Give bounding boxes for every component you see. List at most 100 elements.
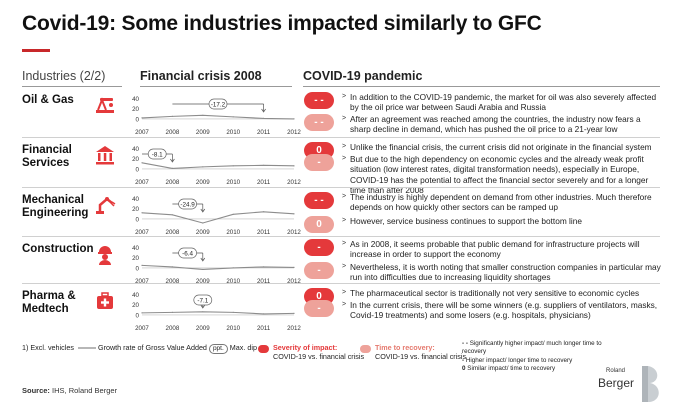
max-dip-value: -6.4 <box>182 251 193 258</box>
x-tick-label: 2009 <box>196 129 210 136</box>
growth-data-point <box>171 167 173 169</box>
x-tick-label: 2012 <box>287 278 301 285</box>
hard-hat-worker-icon <box>98 246 112 265</box>
severity-title: Severity of impact: <box>273 343 338 352</box>
y-tick-label: 0 <box>136 312 140 319</box>
growth-data-point <box>171 214 173 216</box>
growth-chart-svg: 40 20 0 2007 2008 2009 2010 2011 2012 -17.2 <box>132 96 301 136</box>
bullet-text: Nevertheless, it is worth noting that sm… <box>350 262 661 283</box>
growth-data-point <box>232 267 234 269</box>
growth-label: Growth rate of Gross Value Added <box>98 343 207 352</box>
x-tick-label: 2010 <box>226 129 240 136</box>
recovery-badge: - <box>304 154 334 171</box>
growth-data-point <box>141 212 143 214</box>
x-tick-label: 2011 <box>257 129 271 136</box>
growth-data-point <box>202 114 204 116</box>
bullet-chevron-icon: > <box>342 301 347 308</box>
x-tick-label: 2008 <box>166 325 180 332</box>
roland-berger-logo-icon <box>642 366 659 402</box>
growth-data-point <box>293 213 295 215</box>
x-tick-label: 2008 <box>166 229 180 236</box>
page-title: Covid-19: Some industries impacted simil… <box>22 12 542 35</box>
severity-badge: - <box>304 239 334 256</box>
industry-name: Pharma & Medtech <box>22 290 102 316</box>
covid-bullet: > Unlike the financial crisis, the curren… <box>342 142 662 152</box>
recovery-badge: - - <box>304 114 334 131</box>
growth-data-point <box>293 266 295 268</box>
growth-data-point <box>263 266 265 268</box>
x-tick-label: 2008 <box>166 179 180 186</box>
growth-data-point <box>141 162 143 164</box>
x-tick-label: 2011 <box>257 179 271 186</box>
growth-series-line <box>141 211 295 224</box>
growth-data-point <box>171 115 173 117</box>
industry-name: Mechanical Engineering <box>22 194 102 220</box>
x-tick-label: 2009 <box>196 325 210 332</box>
x-tick-label: 2007 <box>135 179 149 186</box>
dip-arrow <box>200 253 206 262</box>
industry-name-line: Medtech <box>22 303 69 315</box>
row-separator <box>22 137 660 138</box>
growth-data-point <box>293 312 295 314</box>
x-tick-label: 2012 <box>287 229 301 236</box>
growth-data-point <box>232 165 234 167</box>
max-dip-value: -7.1 <box>197 298 208 305</box>
bullet-text: After an agreement was reached among the… <box>350 114 641 135</box>
recovery-legend: Time to recovery: COVID-19 vs. financial… <box>375 343 466 361</box>
growth-data-point <box>202 166 204 168</box>
growth-chart: 40 20 0 2007 2008 2009 2010 2011 2012 -7.1 <box>122 288 301 332</box>
y-tick-label: 20 <box>132 106 139 113</box>
bullet-chevron-icon: > <box>342 93 347 100</box>
growth-data-point <box>263 211 265 213</box>
industry-name: Oil & Gas <box>22 94 102 107</box>
title-accent-rule <box>22 49 50 52</box>
recovery-title: Time to recovery: <box>375 343 435 352</box>
growth-chart: 40 20 0 2007 2008 2009 2010 2011 2012 -6.4 <box>122 241 301 285</box>
growth-data-point <box>171 266 173 268</box>
x-tick-label: 2011 <box>257 325 271 332</box>
covid-bullet: > The pharmaceutical sector is traditiona… <box>342 288 662 298</box>
growth-series-line <box>141 311 295 315</box>
growth-data-point <box>232 213 234 215</box>
bullet-chevron-icon: > <box>342 155 347 162</box>
dip-pill <box>178 247 197 259</box>
x-tick-label: 2007 <box>135 278 149 285</box>
y-tick-label: 0 <box>136 216 140 223</box>
row-separator <box>22 236 660 237</box>
header-underline <box>22 86 122 87</box>
financial-crisis-header: Financial crisis 2008 <box>140 69 262 83</box>
industry-name-line: Oil & Gas <box>22 94 74 106</box>
x-tick-label: 2008 <box>166 129 180 136</box>
y-tick-label: 20 <box>132 255 139 262</box>
max-dip-label: Max. dip <box>229 343 257 352</box>
industry-name-line: Pharma & <box>22 290 76 302</box>
industries-header: Industries (2/2) <box>22 69 106 83</box>
x-tick-label: 2012 <box>287 179 301 186</box>
growth-data-point <box>141 117 143 119</box>
growth-series-line <box>141 114 295 120</box>
y-tick-label: 0 <box>136 265 140 272</box>
covid-bullet: > As in 2008, it seems probable that publ… <box>342 239 662 260</box>
bullet-chevron-icon: > <box>342 263 347 270</box>
severity-badge: - - <box>304 92 334 109</box>
recovery-badge: - <box>304 300 334 317</box>
x-tick-label: 2009 <box>196 229 210 236</box>
y-tick-label: 20 <box>132 206 139 213</box>
bullet-text: In addition to the COVID-19 pandemic, th… <box>350 92 657 113</box>
x-tick-label: 2010 <box>226 278 240 285</box>
y-tick-label: 40 <box>132 292 139 299</box>
dip-arrow <box>170 154 175 163</box>
industry-name: Financial Services <box>22 144 102 170</box>
y-tick-label: 0 <box>136 166 140 173</box>
bullet-chevron-icon: > <box>342 193 347 200</box>
bullet-chevron-icon: > <box>342 240 347 247</box>
industry-name-line: Mechanical <box>22 194 84 206</box>
y-tick-label: 20 <box>132 302 139 309</box>
growth-chart: 40 20 0 2007 2008 2009 2010 2011 2012 -24.9 <box>122 192 301 236</box>
growth-data-point <box>171 311 173 313</box>
x-tick-label: 2011 <box>257 229 271 236</box>
dip-arrow <box>261 104 266 113</box>
recovery-badge: 0 <box>304 216 334 233</box>
logo-line2: Berger <box>598 376 635 390</box>
growth-data-point <box>202 222 204 224</box>
